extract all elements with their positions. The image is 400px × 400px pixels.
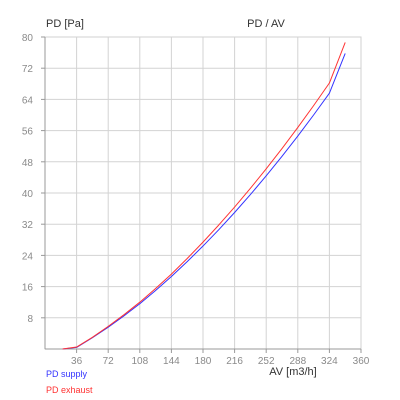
y-tick-label: 16	[22, 283, 34, 294]
y-tick-label: 32	[22, 220, 34, 231]
x-tick-label: 216	[226, 356, 243, 367]
x-tick-label: 324	[321, 356, 338, 367]
y-tick-label: 24	[22, 251, 34, 262]
x-tick-label: 252	[258, 356, 275, 367]
series-line-1	[62, 42, 346, 350]
series-lines	[62, 42, 346, 350]
y-tick-label: 56	[22, 127, 34, 138]
axes	[41, 36, 362, 353]
x-tick-label: 72	[103, 356, 115, 367]
x-tick-label: 144	[163, 356, 180, 367]
legend-item-exhaust: PD exhaust	[46, 385, 93, 395]
x-axis-title: AV [m3/h]	[269, 366, 316, 378]
y-tick-label: 40	[22, 189, 34, 200]
y-tick-label: 48	[22, 158, 34, 169]
chart-title: PD / AV	[247, 18, 285, 30]
y-axis-title: PD [Pa]	[46, 18, 84, 30]
y-tick-label: 8	[27, 314, 33, 325]
tick-labels: 36 72 108 144 180 216 252 288 324 360 8 16 24 32 40 48 5…	[22, 33, 370, 367]
legend-item-supply: PD supply	[46, 369, 88, 379]
x-tick-label: 36	[71, 356, 83, 367]
x-tick-label: 288	[289, 356, 306, 367]
y-tick-label: 64	[22, 95, 34, 106]
grid	[44, 36, 362, 350]
x-tick-label: 108	[131, 356, 148, 367]
series-line-0	[62, 53, 346, 350]
x-tick-label: 180	[195, 356, 212, 367]
y-tick-label: 80	[22, 33, 34, 44]
y-tick-label: 72	[22, 64, 34, 75]
x-tick-label: 360	[353, 356, 370, 367]
